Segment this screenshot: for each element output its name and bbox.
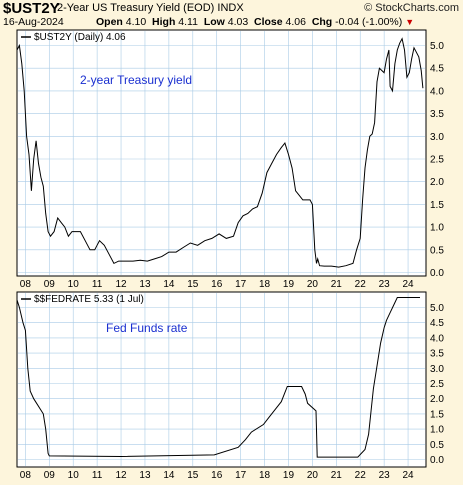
y-tick-label: 2.0 xyxy=(430,394,444,405)
y-tick-label: 1.5 xyxy=(430,200,444,211)
x-tick-label: 23 xyxy=(379,470,391,481)
brand-link[interactable]: © StockCharts.com xyxy=(364,2,459,14)
y-tick-label: 4.5 xyxy=(430,64,444,75)
y-tick-label: 2.0 xyxy=(430,177,444,188)
description-text: 2-Year US Treasury Yield (EOD) xyxy=(57,2,215,14)
y-tick-label: 2.5 xyxy=(430,155,444,166)
y-tick-label: 4.0 xyxy=(430,86,444,97)
x-tick-label: 10 xyxy=(68,470,80,481)
x-tick-label: 23 xyxy=(379,279,391,290)
plot-area xyxy=(16,29,427,277)
x-tick-label: 14 xyxy=(163,470,175,481)
down-arrow-icon: ▼ xyxy=(405,17,415,27)
x-tick-label: 13 xyxy=(139,470,151,481)
y-tick-label: 3.5 xyxy=(430,109,444,120)
series-line xyxy=(16,297,420,458)
x-tick-label: 19 xyxy=(283,470,295,481)
x-tick-label: 20 xyxy=(307,470,319,481)
y-tick-label: 0.0 xyxy=(430,455,444,466)
x-tick-label: 17 xyxy=(235,470,247,481)
exchange-label: INDX xyxy=(217,2,244,14)
x-tick-label: 16 xyxy=(211,279,223,290)
ohlc-summary: Open 4.10 High 4.11 Low 4.03 Close 4.06 … xyxy=(96,16,414,28)
low-value: 4.03 xyxy=(227,16,249,28)
chart-annotation: 2-year Treasury yield xyxy=(80,73,192,87)
series-line xyxy=(16,37,424,268)
y-tick-label: 4.0 xyxy=(430,333,444,344)
x-tick-label: 14 xyxy=(163,279,175,290)
chart-panel-2: 08 09 10 11 12 13 14 15 16 17 18 19 20 21 22 23 24 0.0 0.5… xyxy=(16,291,444,481)
x-tick-label: 12 xyxy=(115,470,127,481)
close-label: Close xyxy=(254,16,283,28)
x-tick-label: 08 xyxy=(20,279,32,290)
chart-annotation: Fed Funds rate xyxy=(106,321,188,335)
ticker-description: 2-Year US Treasury Yield (EOD) INDX xyxy=(57,2,244,14)
change-label: Chg xyxy=(311,16,333,28)
y-tick-label: 1.5 xyxy=(430,409,444,420)
x-tick-label: 12 xyxy=(115,279,127,290)
high-label: High xyxy=(152,16,176,28)
x-tick-label: 13 xyxy=(139,279,151,290)
y-tick-label: 0.5 xyxy=(430,245,444,256)
x-tick-label: 16 xyxy=(211,470,223,481)
y-tick-label: 0.5 xyxy=(430,440,444,451)
x-tick-label: 24 xyxy=(402,470,414,481)
x-tick-label: 17 xyxy=(235,279,247,290)
y-tick-label: 1.0 xyxy=(430,425,444,436)
y-tick-label: 3.5 xyxy=(430,349,444,360)
plot-area xyxy=(16,291,427,468)
y-tick-label: 0.0 xyxy=(430,268,444,279)
legend-text: $$FEDRATE 5.33 (1 Jul) xyxy=(34,294,144,305)
quote-date: 16-Aug-2024 xyxy=(3,16,64,28)
x-tick-label: 20 xyxy=(307,279,319,290)
y-tick-label: 4.5 xyxy=(430,318,444,329)
open-label: Open xyxy=(96,16,123,28)
high-value: 4.11 xyxy=(178,16,198,28)
x-tick-label: 10 xyxy=(68,279,80,290)
y-tick-label: 1.0 xyxy=(430,223,444,234)
x-tick-label: 15 xyxy=(187,470,199,481)
y-tick-label: 5.0 xyxy=(430,41,444,52)
low-label: Low xyxy=(203,16,225,28)
y-tick-label: 3.0 xyxy=(430,364,444,375)
x-tick-label: 11 xyxy=(92,470,103,481)
x-tick-label: 24 xyxy=(402,279,414,290)
x-tick-label: 09 xyxy=(44,470,56,481)
x-tick-label: 21 xyxy=(331,470,343,481)
x-tick-label: 09 xyxy=(44,279,56,290)
close-value: 4.06 xyxy=(285,16,306,28)
x-tick-label: 19 xyxy=(283,279,295,290)
chart-panel-1: 08 09 10 11 12 13 14 15 16 17 18 19 20 21 22 23 24 0.0 0.5… xyxy=(16,29,444,290)
y-tick-label: 5.0 xyxy=(430,303,444,314)
x-tick-label: 15 xyxy=(187,279,199,290)
y-tick-label: 3.0 xyxy=(430,132,444,143)
x-tick-label: 11 xyxy=(92,279,103,290)
x-tick-label: 08 xyxy=(20,470,32,481)
x-tick-label: 22 xyxy=(355,470,367,481)
x-tick-label: 21 xyxy=(331,279,343,290)
x-tick-label: 18 xyxy=(259,279,271,290)
ticker-symbol: $UST2Y xyxy=(3,0,60,17)
change-value: -0.04 (-1.00%) xyxy=(335,16,403,28)
legend-text: $UST2Y (Daily) 4.06 xyxy=(34,32,126,43)
x-tick-label: 22 xyxy=(355,279,367,290)
y-tick-label: 2.5 xyxy=(430,379,444,390)
x-tick-label: 18 xyxy=(259,470,271,481)
open-value: 4.10 xyxy=(125,16,147,28)
